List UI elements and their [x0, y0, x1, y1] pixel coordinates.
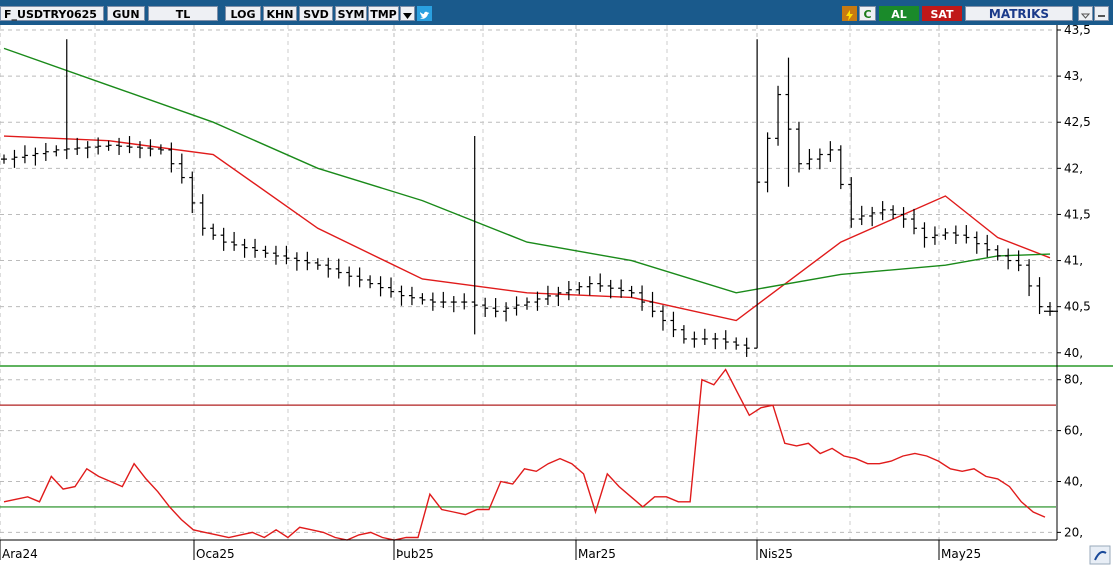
indicator-tick-label: 60, [1064, 424, 1083, 438]
currency-button[interactable]: TL [148, 6, 218, 21]
chart-canvas: 43,5 43, 42,5 42, 41,5 41, 40,5 40, 80, 60, 40, 20,… [0, 25, 1113, 565]
tmp-button[interactable]: TMP [368, 6, 399, 21]
moving-average-line [3, 47, 1051, 294]
x-axis-labels: Ara24 Oca25 Þub25 Mar25 Nis25 May25 [0, 540, 981, 561]
ohlc-bars [1, 39, 1058, 357]
svd-button[interactable]: SVD [299, 6, 333, 21]
period-button[interactable]: GUN [107, 6, 145, 21]
buy-button[interactable]: AL [879, 6, 919, 21]
twitter-icon[interactable] [417, 6, 432, 21]
sell-button[interactable]: SAT [922, 6, 962, 21]
indicator-tick-label: 80, [1064, 373, 1083, 387]
indicator-tick-label: 20, [1064, 525, 1083, 539]
moving-averages [3, 47, 1051, 322]
indicator-tick-label: 40, [1064, 474, 1083, 488]
grid [0, 25, 1056, 540]
lightning-icon[interactable] [842, 6, 857, 21]
corner-icon[interactable] [1089, 545, 1111, 565]
month-label: Ara24 [2, 547, 38, 561]
month-label: Þub25 [396, 547, 434, 561]
sym-button[interactable]: SYM [335, 6, 367, 21]
price-tick-label: 43,5 [1064, 25, 1091, 37]
price-tick-label: 42, [1064, 161, 1083, 175]
minimize-icon[interactable] [1094, 6, 1109, 21]
log-button[interactable]: LOG [225, 6, 261, 21]
price-tick-label: 41, [1064, 254, 1083, 268]
corner-icon-bg [1089, 545, 1111, 565]
window-menu-icon[interactable] [1078, 6, 1093, 21]
dropdown-arrow-icon[interactable] [400, 6, 415, 21]
price-tick-label: 42,5 [1064, 115, 1091, 129]
brand-logo: MATRIKS [965, 6, 1073, 21]
moving-average-line [3, 135, 1051, 322]
month-label: May25 [941, 547, 981, 561]
khn-button[interactable]: KHN [263, 6, 297, 21]
price-tick-label: 40, [1064, 346, 1083, 360]
chart-toolbar: F_USDTRY0625 GUN TL LOG KHN SVD SYM TMP … [0, 0, 1113, 25]
price-tick-label: 40,5 [1064, 300, 1091, 314]
axes: 43,5 43, 42,5 42, 41,5 41, 40,5 40, 80, 60, 40, 20, [0, 25, 1113, 541]
indicator-line [3, 368, 1046, 541]
c-button[interactable]: C [859, 6, 876, 21]
month-label: Oca25 [196, 547, 235, 561]
corner-icon-glyph [1094, 550, 1107, 561]
indicator-panel [0, 368, 1056, 541]
month-label: Mar25 [578, 547, 616, 561]
symbol-field[interactable]: F_USDTRY0625 [0, 6, 104, 21]
price-tick-label: 41,5 [1064, 207, 1091, 221]
price-tick-label: 43, [1064, 69, 1083, 83]
month-label: Nis25 [759, 547, 793, 561]
